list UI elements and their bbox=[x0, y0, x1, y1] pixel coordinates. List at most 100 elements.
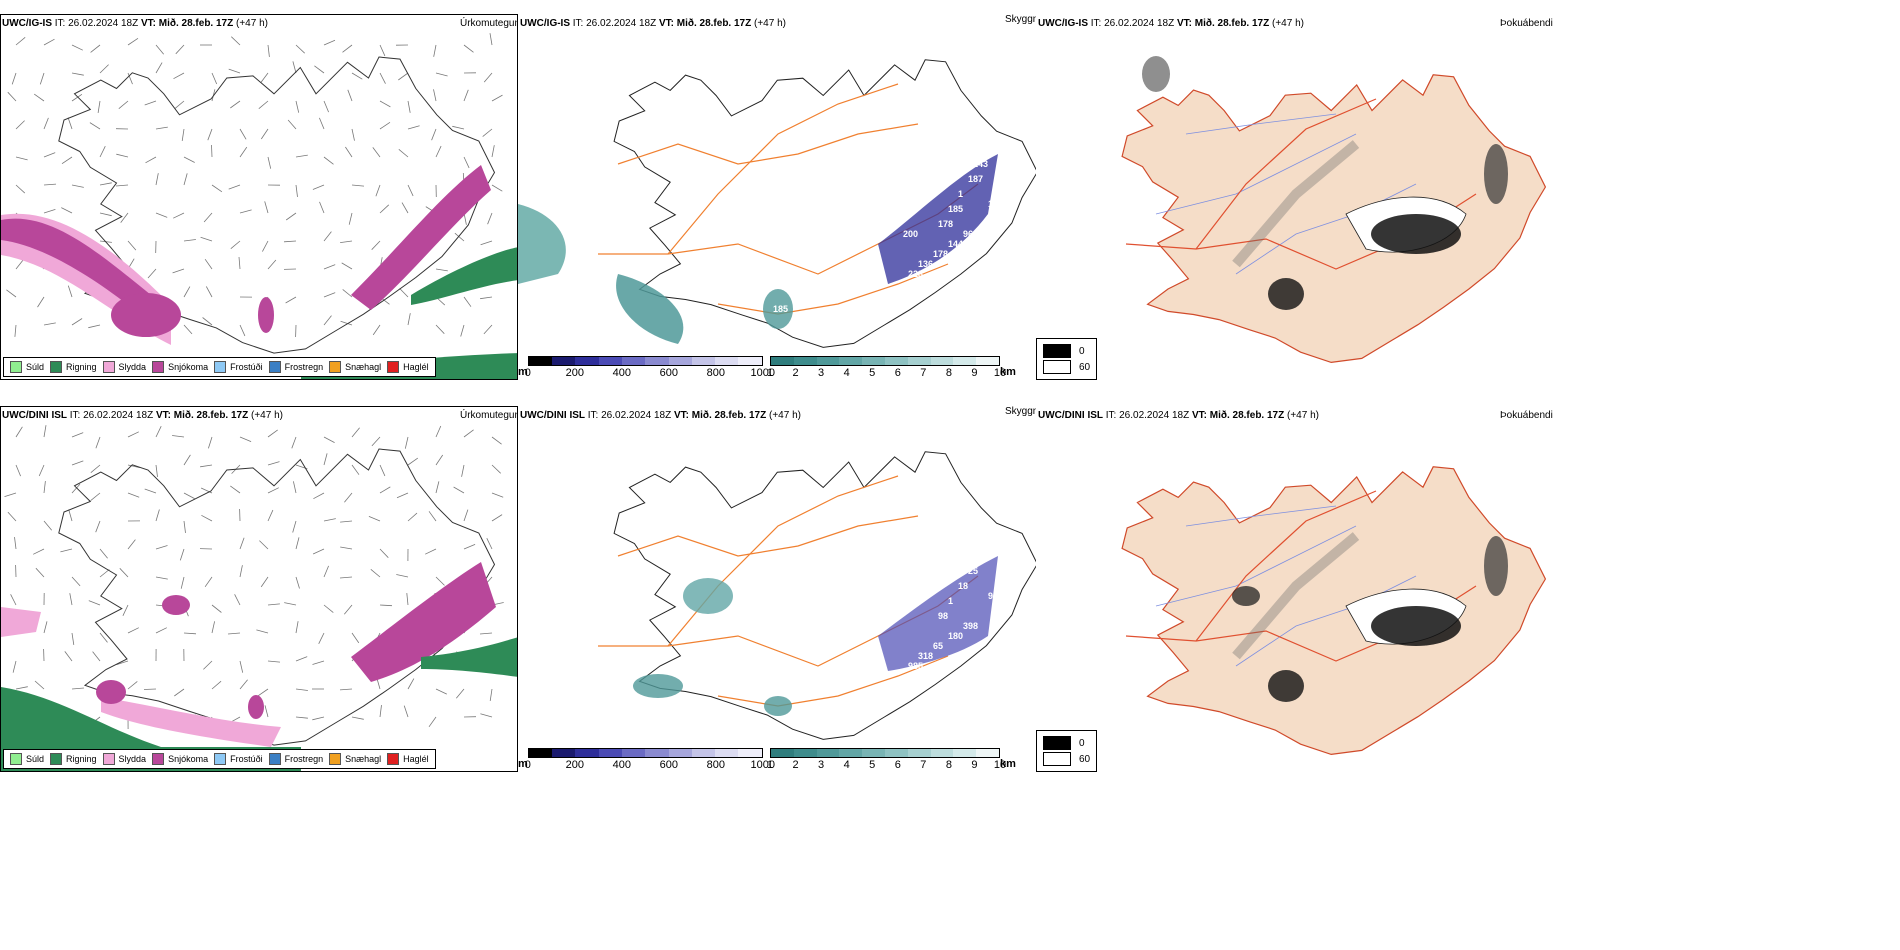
wind-barb bbox=[487, 212, 493, 225]
wind-barb bbox=[127, 240, 137, 251]
fog-legend-label: 60 bbox=[1079, 753, 1091, 765]
wind-barb bbox=[38, 464, 45, 477]
wind-barb bbox=[6, 289, 17, 298]
wind-barb bbox=[179, 548, 185, 561]
wind-barb bbox=[284, 602, 297, 606]
model-name: UWC/DINI ISL bbox=[2, 410, 67, 421]
wind-barb bbox=[115, 184, 129, 187]
legend-swatch bbox=[387, 753, 400, 765]
snow-depth-label: 1 bbox=[958, 189, 964, 199]
wind-barb bbox=[202, 317, 213, 326]
colorbar-tick: 1000 bbox=[750, 759, 776, 771]
wind-barb bbox=[295, 716, 308, 719]
wind-barb bbox=[312, 548, 325, 555]
wind-barb bbox=[15, 259, 24, 270]
wind-barb bbox=[323, 604, 334, 613]
wind-barb bbox=[433, 44, 437, 57]
snow-depth-area bbox=[878, 154, 998, 284]
wind-barb bbox=[455, 688, 465, 699]
valid-time: Mið. 28.feb. 17Z bbox=[173, 410, 249, 421]
wind-barb bbox=[155, 545, 168, 550]
wind-barb bbox=[463, 509, 469, 522]
snow-depth-label: 190 bbox=[578, 204, 594, 214]
wind-barb bbox=[43, 520, 53, 531]
it-label: IT: bbox=[587, 410, 599, 421]
wind-barb bbox=[239, 660, 244, 673]
wind-barb bbox=[453, 486, 465, 494]
low-visibility-area bbox=[633, 674, 683, 698]
colorbar-cells bbox=[527, 748, 763, 758]
wind-barb bbox=[68, 509, 73, 522]
depth-colorbar-row1: m 0 200 400 600 800 1000 bbox=[518, 356, 775, 380]
legend-label: Frostúði bbox=[230, 754, 263, 764]
snow-depth-label: 65 bbox=[933, 641, 944, 651]
wind-barb bbox=[314, 65, 325, 74]
colorbar-unit: km bbox=[1000, 758, 1016, 770]
wind-barb bbox=[291, 436, 297, 449]
wind-barb bbox=[155, 426, 162, 438]
wind-barb bbox=[122, 604, 129, 616]
legend-swatch bbox=[329, 753, 342, 765]
wind-barb bbox=[431, 128, 437, 141]
legend-label: Súld bbox=[26, 754, 45, 764]
sleet-area bbox=[101, 697, 281, 747]
legend-label: Frostúði bbox=[230, 362, 263, 372]
wind-barb bbox=[211, 184, 223, 193]
wind-barb bbox=[295, 100, 300, 113]
wind-barb bbox=[155, 576, 168, 580]
wind-barb bbox=[403, 705, 409, 718]
snow-area bbox=[96, 680, 126, 704]
legend-label: Snæhagl bbox=[345, 362, 382, 372]
wind-barb bbox=[155, 464, 158, 477]
wind-barb bbox=[183, 520, 186, 533]
wind-barb bbox=[116, 660, 129, 665]
wind-barb bbox=[15, 36, 26, 46]
wind-barb bbox=[201, 514, 213, 522]
wind-barb bbox=[489, 33, 493, 46]
road bbox=[717, 263, 949, 315]
colorbar-tick: 4 bbox=[843, 759, 850, 771]
snow-depth-label: 178 bbox=[938, 219, 954, 229]
wind-barb bbox=[90, 464, 101, 474]
river bbox=[1185, 113, 1337, 135]
snow-depth-label: 143 bbox=[973, 159, 989, 169]
wind-barb bbox=[295, 656, 308, 662]
wind-barb bbox=[319, 201, 325, 214]
colorbar-tick: 8 bbox=[945, 367, 952, 379]
legend-item: Rigning bbox=[50, 753, 97, 765]
wind-barb bbox=[239, 324, 246, 337]
wind-barb bbox=[483, 324, 493, 335]
field-name-fog-row2: Þokuábendi bbox=[1500, 410, 1553, 421]
wind-barb bbox=[435, 688, 447, 695]
it-label: IT: bbox=[69, 410, 81, 421]
colorbar-tick: 10 bbox=[993, 367, 1007, 379]
wind-barb bbox=[340, 320, 353, 326]
wind-barb bbox=[463, 44, 474, 53]
wind-barb bbox=[61, 207, 73, 214]
road bbox=[667, 83, 899, 255]
wind-barb bbox=[379, 705, 382, 718]
legend-item: Súld bbox=[10, 753, 44, 765]
legend-label: Slydda bbox=[118, 362, 147, 372]
snow-depth-label: 113 bbox=[998, 184, 1013, 194]
init-time: 26.02.2024 18Z bbox=[601, 410, 672, 421]
legend-swatch bbox=[214, 753, 227, 765]
wind-barb bbox=[183, 632, 197, 635]
legend-item: Snæhagl bbox=[329, 361, 381, 373]
wind-barb bbox=[344, 492, 353, 503]
colorbar-tick: 2 bbox=[792, 367, 799, 379]
legend-swatch bbox=[50, 361, 63, 373]
wind-barb bbox=[259, 540, 269, 550]
wind-barb bbox=[33, 548, 45, 555]
legend-item: Slydda bbox=[102, 361, 147, 373]
low-visibility-area bbox=[764, 696, 792, 716]
wind-barb bbox=[95, 520, 101, 533]
field-name-visibility-row2: Skyggni bbox=[1005, 406, 1041, 417]
colorbar-tick: 9 bbox=[971, 367, 978, 379]
wind-barb bbox=[4, 492, 17, 497]
wind-barb bbox=[43, 425, 47, 438]
wind-barb bbox=[435, 425, 442, 438]
wind-barb bbox=[155, 509, 160, 522]
wind-barb bbox=[183, 492, 195, 499]
it-label: IT: bbox=[1105, 410, 1117, 421]
